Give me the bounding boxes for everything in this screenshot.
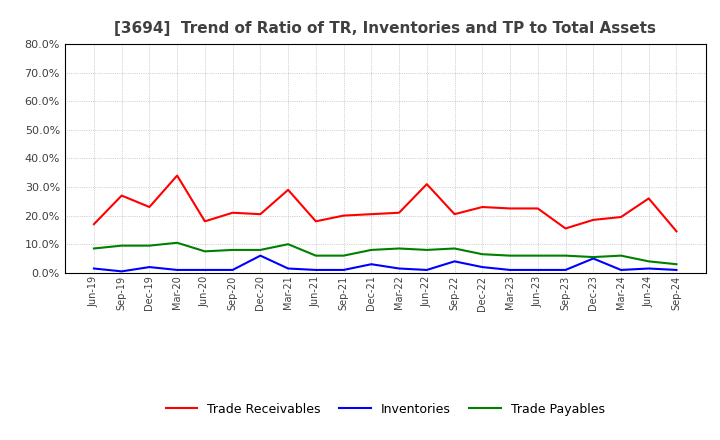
Trade Payables — [423, 247, 431, 253]
Inventories — [339, 267, 348, 272]
Inventories — [228, 267, 237, 272]
Trade Payables — [478, 252, 487, 257]
Trade Payables — [589, 254, 598, 260]
Inventories — [644, 266, 653, 271]
Trade Receivables — [89, 221, 98, 227]
Inventories — [201, 267, 210, 272]
Trade Receivables — [256, 212, 265, 217]
Inventories — [589, 256, 598, 261]
Trade Receivables — [505, 206, 514, 211]
Inventories — [117, 269, 126, 274]
Trade Payables — [672, 261, 681, 267]
Trade Payables — [173, 240, 181, 246]
Inventories — [616, 267, 625, 272]
Inventories — [672, 267, 681, 272]
Inventories — [395, 266, 403, 271]
Inventories — [284, 266, 292, 271]
Trade Receivables — [201, 219, 210, 224]
Trade Payables — [534, 253, 542, 258]
Trade Payables — [284, 242, 292, 247]
Inventories — [478, 264, 487, 270]
Trade Receivables — [450, 212, 459, 217]
Trade Payables — [367, 247, 376, 253]
Trade Receivables — [284, 187, 292, 192]
Trade Payables — [89, 246, 98, 251]
Inventories — [312, 267, 320, 272]
Inventories — [367, 261, 376, 267]
Trade Payables — [201, 249, 210, 254]
Trade Payables — [644, 259, 653, 264]
Legend: Trade Receivables, Inventories, Trade Payables: Trade Receivables, Inventories, Trade Pa… — [161, 398, 610, 421]
Inventories — [505, 267, 514, 272]
Trade Receivables — [644, 196, 653, 201]
Inventories — [173, 267, 181, 272]
Title: [3694]  Trend of Ratio of TR, Inventories and TP to Total Assets: [3694] Trend of Ratio of TR, Inventories… — [114, 21, 656, 36]
Trade Receivables — [672, 229, 681, 234]
Trade Payables — [256, 247, 265, 253]
Trade Payables — [616, 253, 625, 258]
Inventories — [89, 266, 98, 271]
Trade Receivables — [478, 204, 487, 210]
Inventories — [145, 264, 154, 270]
Inventories — [561, 267, 570, 272]
Trade Receivables — [117, 193, 126, 198]
Trade Payables — [228, 247, 237, 253]
Trade Receivables — [312, 219, 320, 224]
Trade Payables — [561, 253, 570, 258]
Line: Trade Receivables: Trade Receivables — [94, 176, 677, 231]
Trade Receivables — [589, 217, 598, 223]
Trade Receivables — [367, 212, 376, 217]
Line: Trade Payables: Trade Payables — [94, 243, 677, 264]
Trade Payables — [312, 253, 320, 258]
Trade Payables — [395, 246, 403, 251]
Trade Receivables — [145, 204, 154, 210]
Trade Payables — [505, 253, 514, 258]
Inventories — [534, 267, 542, 272]
Trade Receivables — [534, 206, 542, 211]
Trade Receivables — [173, 173, 181, 178]
Trade Payables — [145, 243, 154, 248]
Trade Payables — [117, 243, 126, 248]
Trade Receivables — [228, 210, 237, 215]
Inventories — [423, 267, 431, 272]
Trade Receivables — [339, 213, 348, 218]
Trade Receivables — [616, 214, 625, 220]
Trade Receivables — [561, 226, 570, 231]
Trade Payables — [450, 246, 459, 251]
Trade Receivables — [423, 181, 431, 187]
Trade Receivables — [395, 210, 403, 215]
Trade Payables — [339, 253, 348, 258]
Line: Inventories: Inventories — [94, 256, 677, 271]
Inventories — [450, 259, 459, 264]
Inventories — [256, 253, 265, 258]
